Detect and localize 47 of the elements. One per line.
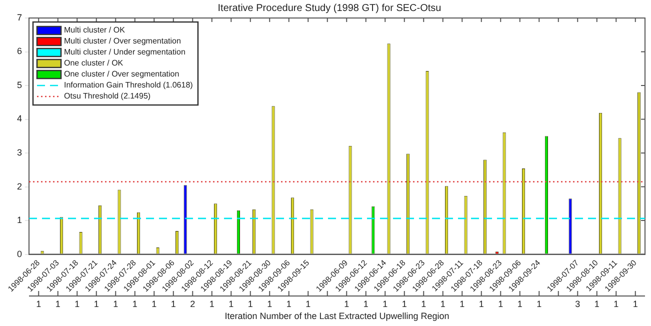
text: 1 bbox=[113, 298, 118, 309]
text: 1 bbox=[402, 298, 407, 309]
text: 3 bbox=[575, 298, 580, 309]
legend-label: One cluster / OK bbox=[64, 58, 124, 68]
text: 1 bbox=[132, 298, 138, 309]
y-tick-label: 2 bbox=[16, 181, 22, 192]
text: 1 bbox=[536, 298, 542, 309]
y-tick-label: 1 bbox=[16, 215, 22, 226]
legend-label: Information Gain Threshold (1.0618) bbox=[64, 80, 194, 90]
y-tick-label: 0 bbox=[16, 248, 22, 259]
text: 1 bbox=[74, 298, 80, 309]
text: 1 bbox=[306, 298, 311, 309]
legend-label: Otsu Threshold (2.1495) bbox=[64, 92, 151, 101]
legend-label: Multi cluster / Under segmentation bbox=[64, 48, 186, 57]
x-axis-title: Iteration Number of the Last Extracted Upwelling Region bbox=[224, 310, 450, 321]
legend-label: Multi cluster / OK bbox=[64, 26, 126, 35]
text: 1 bbox=[460, 298, 465, 309]
chart-title: Iterative Procedure Study (1998 GT) for SEC-Otsu bbox=[218, 2, 442, 14]
text: 1 bbox=[94, 298, 99, 309]
text: 1 bbox=[363, 298, 368, 309]
text: 1 bbox=[286, 298, 292, 309]
text: 1 bbox=[382, 298, 388, 309]
text: 1 bbox=[440, 298, 446, 309]
text: 1 bbox=[267, 298, 272, 309]
text: 2 bbox=[190, 298, 196, 309]
text: 1 bbox=[152, 298, 157, 309]
text: 1 bbox=[344, 298, 350, 309]
text: 1 bbox=[209, 298, 214, 309]
text: 1 bbox=[614, 298, 619, 309]
text: 1 bbox=[228, 298, 234, 309]
text: 1 bbox=[632, 298, 638, 309]
y-tick-label: 3 bbox=[16, 148, 22, 158]
y-tick-label: 4 bbox=[16, 114, 22, 124]
y-tick-label: 6 bbox=[16, 46, 22, 56]
y-tick-label: 7 bbox=[16, 12, 22, 22]
text: 1 bbox=[248, 298, 253, 309]
text: 1 bbox=[36, 298, 42, 309]
text: 1 bbox=[55, 298, 60, 309]
text: 1 bbox=[498, 298, 504, 309]
text: 1 bbox=[478, 298, 484, 309]
text: 1 bbox=[421, 298, 426, 309]
legend-label: Multi cluster / Over segmentation bbox=[64, 36, 181, 46]
y-tick-label: 5 bbox=[16, 80, 22, 90]
text: 1 bbox=[517, 298, 522, 309]
legend-label: One cluster / Over segmentation bbox=[64, 70, 180, 79]
text: 1 bbox=[594, 298, 600, 309]
text: 1 bbox=[170, 298, 176, 309]
